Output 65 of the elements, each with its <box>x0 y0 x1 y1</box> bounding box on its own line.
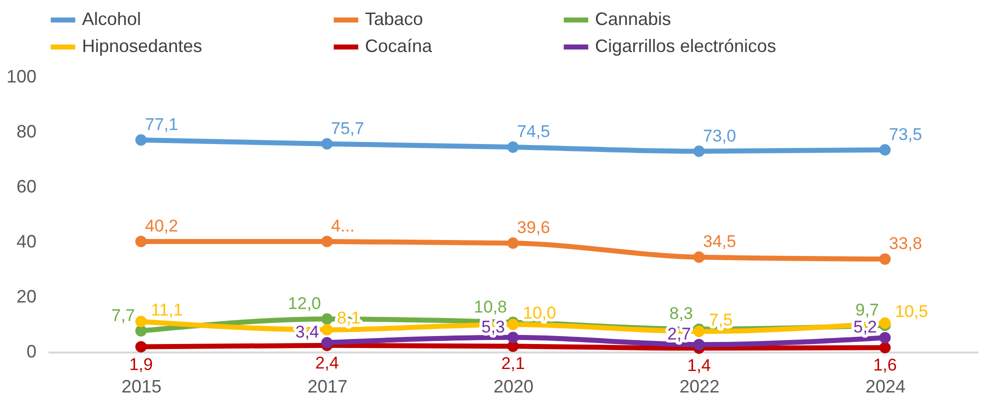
data-label: 74,5 <box>517 122 550 142</box>
data-label: 77,1 <box>145 114 178 134</box>
point <box>879 342 891 354</box>
data-label: 8,3 <box>669 304 693 324</box>
point <box>321 336 333 348</box>
point <box>693 326 705 338</box>
data-label: 33,8 <box>889 234 922 254</box>
x-tick-label: 2022 <box>679 376 720 396</box>
point <box>879 317 891 329</box>
point <box>321 324 333 336</box>
legend-label: Alcohol <box>82 9 142 29</box>
y-tick-label: 80 <box>16 122 36 142</box>
data-label: 75,7 <box>331 118 364 138</box>
data-label: 2,1 <box>501 354 525 374</box>
data-label: 7,7 <box>111 306 135 325</box>
point <box>135 134 147 146</box>
data-label: 1,4 <box>687 356 711 376</box>
data-label: 12,0 <box>288 294 321 313</box>
point <box>135 325 147 337</box>
data-label: 9,7 <box>855 300 879 320</box>
data-label: 1,9 <box>129 354 153 374</box>
data-label: 73,0 <box>703 126 736 146</box>
legend-label: Cannabis <box>595 9 672 29</box>
point <box>135 341 147 352</box>
data-label: 10,0 <box>523 304 556 322</box>
point <box>135 236 147 248</box>
legend-label: Cocaína <box>365 36 434 56</box>
data-label: 2,4 <box>315 353 339 372</box>
point <box>507 318 519 330</box>
point <box>135 316 147 328</box>
data-label: 11,1 <box>151 300 183 320</box>
legend-label: Cigarrillos electrónicos <box>595 36 776 56</box>
point <box>879 253 891 265</box>
point <box>693 338 705 350</box>
y-tick-label: 100 <box>6 66 36 86</box>
point <box>321 236 333 248</box>
data-label: 4... <box>331 216 355 236</box>
x-tick-label: 2024 <box>865 376 906 396</box>
data-label: 7,5 <box>709 310 733 330</box>
y-tick-label: 40 <box>16 232 36 252</box>
data-label: 5,2 <box>853 318 877 337</box>
data-label: 40,2 <box>145 216 178 236</box>
data-label: 73,5 <box>889 124 922 144</box>
data-label: 10,8 <box>474 297 507 316</box>
point <box>507 141 519 153</box>
data-label: 34,5 <box>703 232 736 252</box>
data-label: 1,6 <box>873 356 897 375</box>
x-tick-label: 2020 <box>493 376 534 396</box>
point <box>321 138 333 150</box>
point <box>879 144 891 156</box>
y-tick-label: 60 <box>16 176 36 196</box>
point <box>507 332 519 344</box>
x-tick-label: 2017 <box>307 376 348 396</box>
legend-label: Tabaco <box>365 9 424 29</box>
point <box>693 251 705 263</box>
y-tick-label: 20 <box>16 286 36 306</box>
point <box>879 332 891 344</box>
data-label: 10,5 <box>895 302 928 322</box>
y-tick-label: 0 <box>26 342 36 362</box>
point <box>507 237 519 249</box>
x-tick-label: 2015 <box>121 376 162 396</box>
legend-label: Hipnosedantes <box>82 36 202 56</box>
point <box>693 146 705 157</box>
data-label: 39,6 <box>517 218 550 238</box>
point <box>321 313 333 325</box>
